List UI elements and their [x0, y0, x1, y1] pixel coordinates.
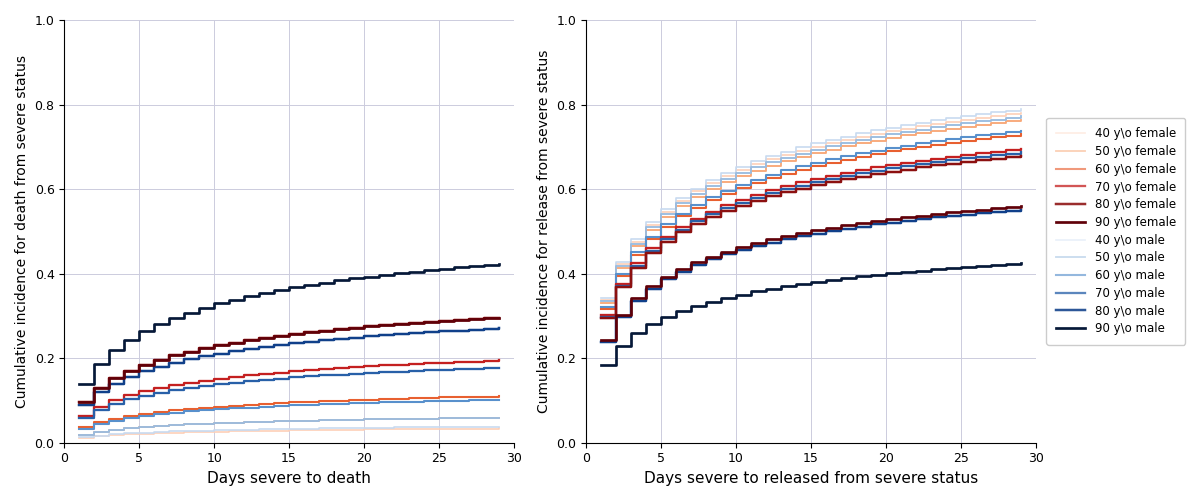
Y-axis label: Cumulative incidence for death from severe status: Cumulative incidence for death from seve… [16, 55, 29, 408]
Y-axis label: Cumulative incidence for release from severe status: Cumulative incidence for release from se… [536, 50, 551, 413]
X-axis label: Days severe to death: Days severe to death [208, 471, 371, 486]
X-axis label: Days severe to released from severe status: Days severe to released from severe stat… [644, 471, 978, 486]
Legend: 40 y\o female, 50 y\o female, 60 y\o female, 70 y\o female, 80 y\o female, 90 y\: 40 y\o female, 50 y\o female, 60 y\o fem… [1046, 118, 1186, 345]
